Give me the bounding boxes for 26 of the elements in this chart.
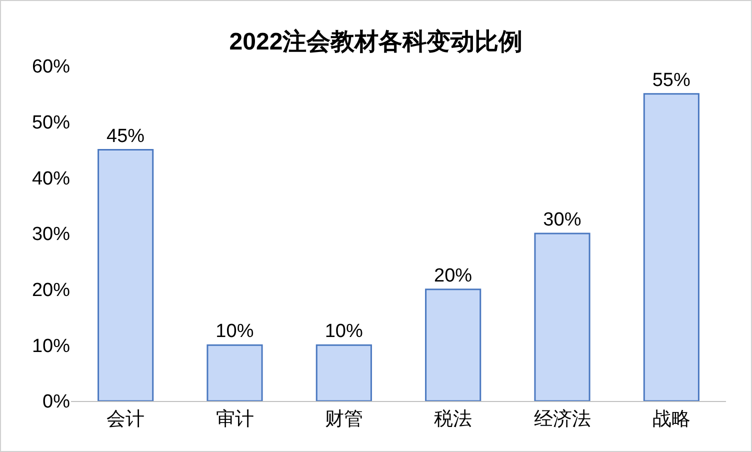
x-tick-label: 会计	[106, 408, 145, 430]
x-tick-label: 战略	[652, 408, 690, 430]
bar	[98, 149, 154, 401]
y-tick-label: 30%	[32, 224, 70, 246]
bar	[643, 93, 700, 401]
y-tick-label: 20%	[32, 280, 70, 301]
data-label: 30%	[543, 210, 582, 230]
y-tick-label: 50%	[32, 112, 70, 134]
y-tick-label: 0%	[42, 392, 70, 413]
data-label: 10%	[324, 321, 363, 342]
x-tick-label: 财管	[324, 408, 363, 430]
x-tick-label: 经济法	[534, 408, 591, 430]
data-label: 55%	[652, 70, 690, 91]
bar	[425, 288, 482, 401]
bar	[534, 232, 590, 401]
y-tick-label: 10%	[32, 336, 70, 357]
bar	[316, 344, 372, 401]
data-label: 20%	[434, 265, 472, 286]
x-tick-label: 税法	[434, 408, 472, 430]
y-tick-label: 40%	[32, 168, 70, 190]
chart-title: 2022注会教材各科变动比例	[229, 28, 523, 56]
x-tick-label: 审计	[216, 408, 254, 430]
data-label: 10%	[216, 321, 254, 342]
bar	[206, 344, 263, 401]
y-tick-label: 60%	[32, 56, 70, 78]
data-label: 45%	[106, 126, 145, 147]
